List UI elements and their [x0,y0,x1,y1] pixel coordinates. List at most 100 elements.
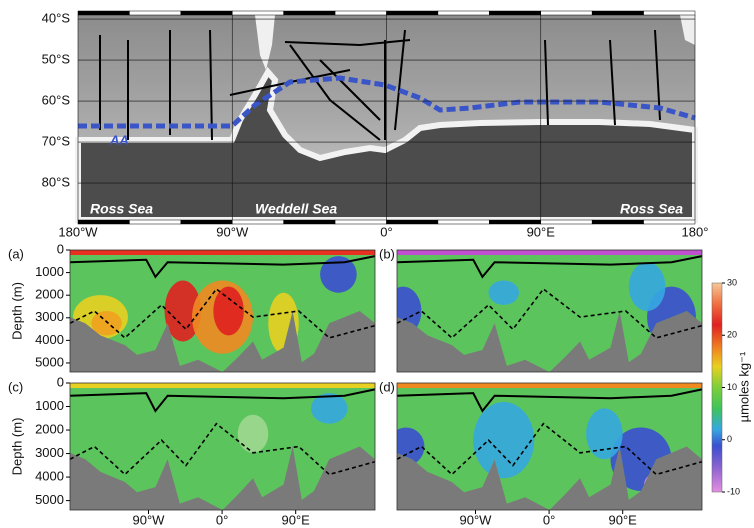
track [394,29,406,131]
y-tick-label: 1000 [35,264,64,279]
map-border [283,219,336,225]
x-tick-label: 0° [216,512,228,527]
y-tick-label: 1000 [35,398,64,413]
field-patch [91,311,122,336]
map-border [437,10,490,16]
y-tick-label: 3000 [35,309,64,324]
map-border [489,10,542,16]
region-label: Ross Sea [90,201,153,217]
panel-label: (b) [379,246,395,261]
field-patch [397,286,422,336]
lat-tick-label: 70°S [42,134,71,149]
field-patch [320,256,357,293]
map-border [540,219,593,225]
x-tick-label: 90°E [282,512,311,527]
deep-line [396,287,703,339]
y-tick-label: 0 [57,241,64,256]
field-patch [213,286,244,336]
map-border [77,10,130,16]
colorbar [711,282,723,493]
track [289,44,381,141]
map-border [540,10,593,16]
x-tick-label: 0° [543,512,555,527]
field-patch [237,414,269,453]
map: AA Ross Sea Weddell Sea Ross Sea [75,15,698,223]
deep-line [69,287,376,339]
map-border [437,219,490,225]
map-border [180,10,233,16]
track [609,39,616,126]
surface-layer [70,383,375,388]
mixed-layer-line [396,388,703,413]
y-tick-label: 0 [57,374,64,389]
track [544,39,549,126]
front-label: AA [109,132,129,147]
colorbar-label: µmoles kg⁻¹ [736,351,751,422]
map-border [334,219,387,225]
map-border [129,10,182,16]
map-border [643,10,696,16]
mixed-layer-line [69,388,376,413]
y-tick-label: 5000 [35,492,64,507]
lat-tick-label: 40°S [42,11,71,26]
map-border [283,10,336,16]
map-border [129,219,182,225]
y-tick-label: 2000 [35,287,64,302]
y-tick-label: 4000 [35,332,64,347]
lon-tick-label: 90°E [527,224,556,239]
south-america [255,15,275,70]
map-border [591,219,644,225]
lon-tick-label: 90°W [216,224,249,239]
map-border [489,219,542,225]
x-tick-label: 90°W [460,512,493,527]
map-border [77,219,130,225]
antarctic-front [78,75,696,129]
colorbar-tick-label: -10 [727,486,740,496]
track [654,29,661,121]
lat-tick-label: 60°S [42,93,71,108]
ship-tracks [99,29,661,141]
surface-layer [397,383,702,388]
panel-frame [396,249,703,373]
surface-layer [70,250,375,255]
colorbar-tick-label: 0 [727,434,732,444]
lat-tick-label: 50°S [42,52,71,67]
field-patch [310,393,348,424]
field-patch [473,402,535,479]
map-border [386,10,439,16]
section-field [70,250,375,372]
lon-tick-label: 0° [380,224,392,239]
field-patch [488,280,519,305]
map-border [232,219,284,225]
y-tick-label: 4000 [35,469,64,484]
region-label: Ross Sea [620,201,683,217]
map-border [643,219,696,225]
map-border [334,10,387,16]
panel-frame [69,249,376,373]
panel-label: (d) [379,379,395,394]
new-zealand [680,15,695,45]
lon-tick-label: 180°W [58,224,98,239]
panel-label: (c) [8,379,23,394]
x-tick-label: 90°E [609,512,638,527]
lon-tick-label: 180° [682,224,709,239]
lat-tick-label: 80°S [42,175,71,190]
colorbar-tick-label: 30 [727,277,737,287]
track [319,59,381,121]
map-border [386,219,439,225]
track [284,39,411,47]
y-axis-label: Depth (m) [9,282,24,340]
y-tick-label: 2000 [35,421,64,436]
panel-label: (a) [8,246,24,261]
map-border [232,10,284,16]
track [209,29,213,141]
region-label: Weddell Sea [255,201,337,217]
map-border [591,10,644,16]
x-tick-label: 90°W [133,512,166,527]
y-tick-label: 3000 [35,445,64,460]
colorbar-tick-label: 20 [727,330,737,340]
colorbar-tick-label: 10 [727,382,737,392]
field-patch [586,408,623,460]
y-tick-label: 5000 [35,354,64,369]
